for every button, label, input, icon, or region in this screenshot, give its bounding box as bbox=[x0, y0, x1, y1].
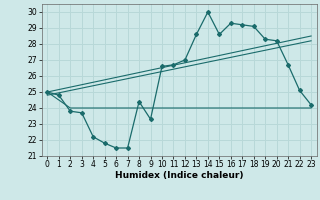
X-axis label: Humidex (Indice chaleur): Humidex (Indice chaleur) bbox=[115, 171, 244, 180]
